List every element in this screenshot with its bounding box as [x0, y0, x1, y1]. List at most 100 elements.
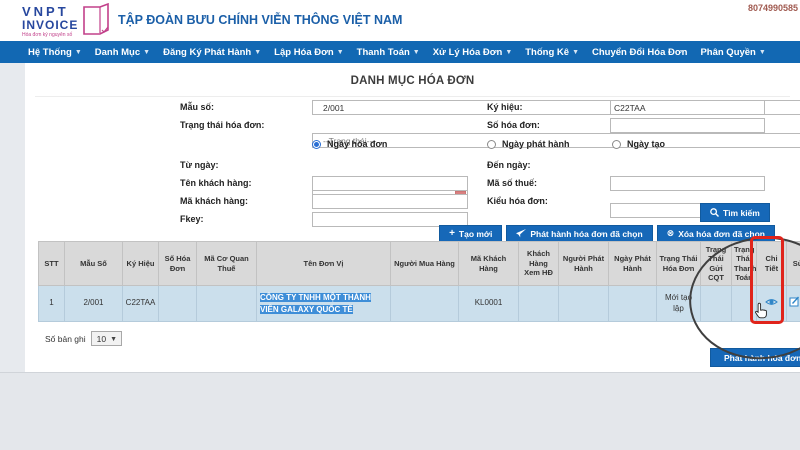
ma-so-thue-label: Mã số thuế:: [487, 178, 538, 188]
cell-ten-don-vi: CÔNG TY TNHH MỘT THÀNH VIÊN GALAXY QUỐC …: [256, 285, 391, 322]
main-nav: Hệ Thống ▼ Danh Mục ▼ Đăng Ký Phát Hành ▼ L…: [0, 41, 800, 63]
so-hoa-don-input[interactable]: [610, 118, 765, 133]
den-ngay-label: Đến ngày:: [487, 160, 531, 170]
nav-he-thong[interactable]: Hệ Thống ▼: [28, 46, 82, 58]
col-trang-thai-thanh-toan: Trạng Thái Thanh Toán: [731, 241, 757, 286]
cell-chi-tiet[interactable]: [756, 285, 787, 322]
cell-trang-thai-gui-cqt: [700, 285, 732, 322]
col-stt: STT: [38, 241, 65, 286]
col-trang-thai-hoa-don: Trạng Thái Hóa Đơn: [656, 241, 701, 286]
eye-icon[interactable]: [765, 297, 778, 307]
nav-lap-hoa-don[interactable]: Lập Hóa Đơn ▼: [274, 46, 344, 58]
content-panel: DANH MỤC HÓA ĐƠN Mẫu số: 2/001 ▼ Ký hiệu:…: [25, 63, 800, 372]
table-actions: + Tạo mới Phát hành hóa đơn đã chọn ⊗ Xó…: [425, 225, 775, 242]
cell-sua[interactable]: [786, 285, 800, 322]
chevron-down-icon: ▼: [110, 335, 118, 343]
radio-ngay-hoa-don[interactable]: Ngày hóa đơn: [312, 139, 387, 149]
so-hoa-don-label: Số hóa đơn:: [487, 120, 540, 130]
table-row[interactable]: 1 2/001 C22TAA CÔNG TY TNHH MỘT THÀNH VI…: [38, 285, 800, 322]
send-icon: [516, 229, 527, 238]
mau-so-label: Mẫu số:: [180, 102, 215, 112]
page-title: DANH MỤC HÓA ĐƠN: [350, 75, 475, 87]
chevron-down-icon: ▼: [572, 48, 579, 56]
cell-so-hoa-don: [158, 285, 197, 322]
session-code: 8074990585: [748, 3, 799, 13]
logo-tagline: Hóa đơn ký nguyên số: [22, 32, 73, 38]
cell-nguoi-mua-hang: [390, 285, 459, 322]
col-nguoi-phat-hanh: Người Phát Hành: [558, 241, 609, 286]
radio-ngay-tao[interactable]: Ngày tạo: [612, 139, 665, 149]
cell-ma-co-quan-thue: [196, 285, 257, 322]
cell-ngay-phat-hanh: [608, 285, 657, 322]
publish-selected-button[interactable]: Phát hành hóa đơn đã chọn: [506, 225, 653, 242]
col-ma-khach-hang: Mã Khách Hàng: [458, 241, 519, 286]
cell-nguoi-phat-hanh: [558, 285, 609, 322]
delete-selected-button[interactable]: ⊗ Xóa hóa đơn đã chọn: [656, 225, 775, 242]
chevron-down-icon: ▼: [758, 48, 766, 56]
ky-hieu-input[interactable]: [610, 100, 765, 115]
fkey-input[interactable]: [312, 212, 468, 227]
kieu-hoa-don-label: Kiểu hóa đơn:: [487, 196, 548, 206]
col-sua: Sửa: [786, 241, 800, 286]
col-mau-so: Mẫu Số: [64, 241, 123, 286]
search-icon: [710, 208, 719, 217]
nav-danh-muc[interactable]: Danh Mục ▼: [94, 46, 151, 58]
nav-chuyen-doi-hoa-don[interactable]: Chuyển Đổi Hóa Đơn: [592, 46, 688, 58]
plus-icon: +: [449, 228, 455, 239]
ma-so-thue-input[interactable]: [610, 176, 765, 191]
radio-button-icon: [487, 139, 496, 149]
col-chi-tiet: Chi Tiết: [756, 241, 787, 286]
col-nguoi-mua-hang: Người Mua Hàng: [390, 241, 459, 286]
nav-phan-quyen[interactable]: Phân Quyền ▼: [700, 46, 766, 58]
bottom-background: [0, 372, 800, 450]
vnpt-invoice-logo[interactable]: VNPT INVOICE Hóa đơn ký nguyên số: [18, 3, 118, 39]
col-ma-co-quan-thue: Mã Cơ Quan Thuế: [196, 241, 257, 286]
organization-title: TẬP ĐOÀN BƯU CHÍNH VIỄN THÔNG VIỆT NAM: [118, 13, 403, 27]
page-size-select[interactable]: 10 ▼: [90, 331, 123, 346]
publish-selected-bottom-button[interactable]: Phát hành hóa đơn đã chọn: [710, 348, 800, 367]
nav-xu-ly-hoa-don[interactable]: Xử Lý Hóa Đơn ▼: [432, 46, 513, 58]
radio-button-icon: [612, 139, 621, 149]
chevron-down-icon: ▼: [254, 48, 262, 56]
cell-mau-so: 2/001: [64, 285, 123, 322]
trang-thai-label: Trạng thái hóa đơn:: [180, 120, 265, 130]
invoice-book-icon: [83, 3, 109, 35]
fkey-label: Fkey:: [180, 214, 204, 224]
logo-text-vnpt: VNPT: [22, 4, 69, 19]
records-label: Số bản ghi: [45, 333, 86, 344]
chevron-down-icon: ▼: [505, 48, 513, 56]
cell-trang-thai-hoa-don: Mới tạo lập: [656, 285, 701, 322]
ma-khach-hang-input[interactable]: [312, 194, 468, 209]
col-trang-thai-gui-cqt: Trạng Thái Gửi CQT: [700, 241, 732, 286]
nav-thanh-toan[interactable]: Thanh Toán ▼: [356, 46, 420, 58]
ten-khach-hang-input[interactable]: [312, 176, 468, 191]
col-ngay-phat-hanh: Ngày Phát Hành: [608, 241, 657, 286]
create-new-button[interactable]: + Tạo mới: [439, 225, 503, 242]
col-khach-hang-xem-hd: Khách Hàng Xem HĐ: [518, 241, 559, 286]
ky-hieu-label: Ký hiệu:: [487, 102, 523, 112]
radio-button-icon: [312, 139, 321, 149]
chevron-down-icon: ▼: [143, 48, 151, 56]
chevron-down-icon: ▼: [74, 48, 82, 56]
search-button[interactable]: Tìm kiếm: [700, 203, 770, 222]
col-ky-hieu: Ký Hiệu: [122, 241, 159, 286]
tu-ngay-label: Từ ngày:: [180, 160, 219, 170]
invoice-table: STT Mẫu Số Ký Hiệu Số Hóa Đơn Mã Cơ Quan…: [38, 241, 800, 322]
nav-dang-ky-phat-hanh[interactable]: Đăng Ký Phát Hành ▼: [163, 46, 262, 58]
nav-thong-ke[interactable]: Thống Kê ▼: [525, 46, 579, 58]
edit-icon[interactable]: [789, 296, 800, 307]
logo-text-invoice: INVOICE: [22, 17, 79, 32]
cell-trang-thai-thanh-toan: [731, 285, 757, 322]
top-header: VNPT INVOICE Hóa đơn ký nguyên số TẬP ĐO…: [0, 0, 800, 41]
cell-ma-khach-hang: KL0001: [458, 285, 519, 322]
selected-text: CÔNG TY TNHH MỘT THÀNH VIÊN GALAXY QUỐC …: [260, 292, 371, 314]
ten-khach-hang-label: Tên khách hàng:: [180, 178, 252, 188]
cell-ky-hieu: C22TAA: [122, 285, 159, 322]
chevron-down-icon: ▼: [336, 48, 344, 56]
records-control: Số bản ghi 10 ▼: [45, 331, 123, 346]
col-so-hoa-don: Số Hóa Đơn: [158, 241, 197, 286]
cell-stt: 1: [38, 285, 65, 322]
table-header-row: STT Mẫu Số Ký Hiệu Số Hóa Đơn Mã Cơ Quan…: [38, 241, 800, 286]
radio-ngay-phat-hanh[interactable]: Ngày phát hành: [487, 139, 570, 149]
